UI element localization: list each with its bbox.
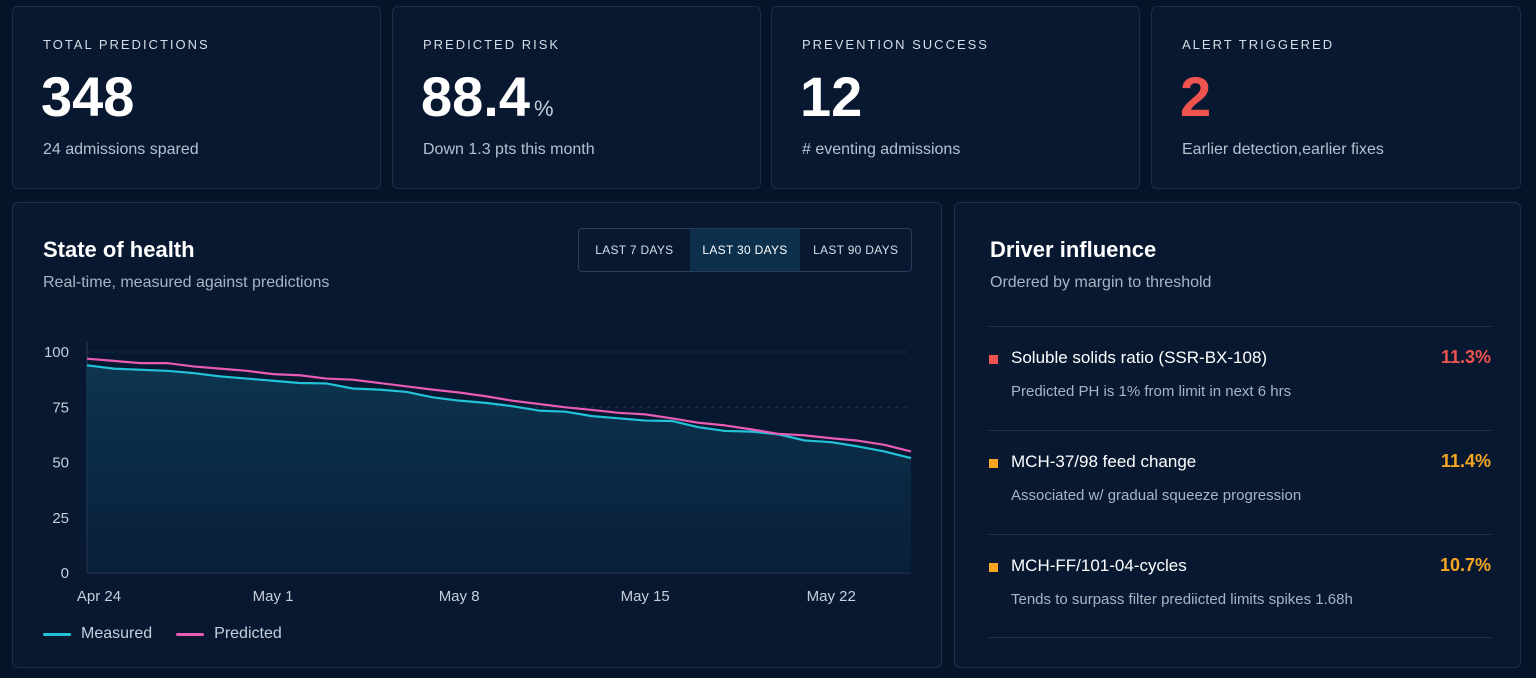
legend-swatch bbox=[43, 632, 71, 636]
panel-subtitle: Real-time, measured against predictions bbox=[43, 274, 330, 291]
legend-label: Measured bbox=[81, 625, 153, 642]
driver-name: MCH-FF/101-04-cycles bbox=[1011, 556, 1187, 575]
kpi-number: 12 bbox=[800, 65, 863, 128]
legend-item-measured: Measured bbox=[43, 625, 152, 643]
kpi-label: ALERT TRIGGERED bbox=[1182, 37, 1335, 52]
driver-percent: 10.7% bbox=[1439, 555, 1491, 575]
kpi-subtext: # eventing admissions bbox=[802, 141, 961, 158]
driver-color-dot bbox=[989, 355, 998, 364]
y-tick-label: 50 bbox=[52, 455, 69, 472]
kpi-number: 2 bbox=[1180, 65, 1212, 128]
driver-percent: 11.3% bbox=[1440, 347, 1491, 367]
chart-legend: Measured Predicted bbox=[43, 625, 306, 643]
range-selector: LAST 7 DAYS LAST 30 DAYS LAST 90 DAYS bbox=[578, 228, 912, 272]
kpi-card-total-predictions: TOTAL PREDICTIONS 348 24 admissions spar… bbox=[12, 6, 381, 189]
legend-swatch bbox=[176, 632, 205, 636]
driver-percent: 11.4% bbox=[1440, 451, 1491, 471]
driver-color-dot bbox=[989, 563, 998, 572]
y-tick-label: 25 bbox=[52, 510, 69, 527]
range-button-90-days[interactable]: LAST 90 DAYS bbox=[813, 243, 899, 257]
legend-item-predicted: Predicted bbox=[176, 625, 282, 643]
kpi-number: 348 bbox=[41, 65, 135, 128]
y-axis-ticks: 0 25 50 75 100 bbox=[44, 344, 69, 582]
kpi-unit: % bbox=[534, 96, 554, 121]
range-button-7-days[interactable]: LAST 7 DAYS bbox=[595, 243, 674, 257]
x-tick-label: May 8 bbox=[439, 588, 480, 605]
kpi-card-predicted-risk: PREDICTED RISK 88.4% Down 1.3 pts this m… bbox=[392, 6, 761, 189]
panel-title: Driver influence bbox=[990, 237, 1157, 262]
series-line-predicted bbox=[86, 357, 912, 453]
x-tick-label: May 22 bbox=[807, 588, 856, 605]
kpi-label: PREDICTED RISK bbox=[423, 37, 561, 52]
range-button-30-days[interactable]: LAST 30 DAYS bbox=[689, 229, 801, 271]
driver-name: MCH-37/98 feed change bbox=[1011, 452, 1197, 471]
health-chart: 0 25 50 75 100 Apr 24 May 1 May 8 May 15 May 22 bbox=[44, 341, 912, 605]
y-tick-label: 100 bbox=[44, 344, 69, 361]
kpi-value: 12 bbox=[800, 69, 862, 125]
x-tick-label: Apr 24 bbox=[77, 588, 121, 605]
driver-item[interactable]: MCH-FF/101-04-cycles Tends to surpass fi… bbox=[989, 534, 1491, 638]
y-tick-label: 75 bbox=[52, 399, 69, 416]
driver-description: Associated w/ gradual squeeze progressio… bbox=[1011, 487, 1302, 504]
chart-area bbox=[87, 365, 911, 573]
driver-color-dot bbox=[989, 459, 998, 468]
driver-description: Predicted PH is 1% from limit in next 6 … bbox=[1011, 383, 1292, 400]
panel-title: State of health bbox=[43, 237, 195, 262]
y-tick-label: 0 bbox=[61, 565, 69, 582]
driver-item[interactable]: MCH-37/98 feed change Associated w/ grad… bbox=[989, 430, 1491, 534]
x-tick-label: May 1 bbox=[253, 588, 294, 605]
x-tick-label: May 15 bbox=[621, 588, 670, 605]
kpi-label: PREVENTION SUCCESS bbox=[802, 37, 989, 52]
legend-label: Predicted bbox=[214, 625, 282, 642]
chart-lines bbox=[86, 357, 912, 460]
state-of-health-panel: State of health Real-time, measured agai… bbox=[12, 202, 942, 668]
kpi-value: 348 bbox=[41, 69, 134, 125]
kpi-value: 88.4% bbox=[421, 69, 554, 125]
measured-area bbox=[87, 365, 911, 573]
kpi-subtext: Earlier detection,earlier fixes bbox=[1182, 141, 1384, 158]
kpi-card-prevention-success: PREVENTION SUCCESS 12 # eventing admissi… bbox=[771, 6, 1140, 189]
driver-name: Soluble solids ratio (SSR-BX-108) bbox=[1011, 348, 1268, 367]
kpi-number: 88.4 bbox=[421, 65, 530, 128]
driver-influence-panel: Driver influence Ordered by margin to th… bbox=[954, 202, 1521, 668]
kpi-card-alert-triggered: ALERT TRIGGERED 2 Earlier detection,earl… bbox=[1151, 6, 1521, 189]
kpi-value: 2 bbox=[1180, 69, 1211, 125]
kpi-subtext: Down 1.3 pts this month bbox=[423, 141, 595, 158]
x-axis-ticks: Apr 24 May 1 May 8 May 15 May 22 bbox=[77, 588, 856, 605]
panel-subtitle: Ordered by margin to threshold bbox=[990, 274, 1212, 291]
driver-item[interactable]: Soluble solids ratio (SSR-BX-108) Predic… bbox=[989, 326, 1491, 430]
driver-description: Tends to surpass filter prediicted limit… bbox=[1011, 591, 1353, 608]
kpi-subtext: 24 admissions spared bbox=[43, 141, 199, 158]
kpi-label: TOTAL PREDICTIONS bbox=[43, 37, 210, 52]
